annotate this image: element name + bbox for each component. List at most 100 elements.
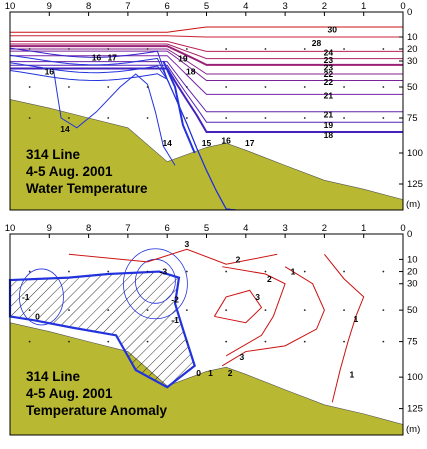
- contour-label: 2: [267, 274, 272, 284]
- x-tick-label: 1: [361, 1, 366, 12]
- x-tick-label: 7: [125, 1, 130, 12]
- contour-label: 2: [236, 254, 241, 264]
- station-dot: [225, 48, 228, 50]
- station-dot: [185, 340, 188, 343]
- contour-label: 2: [228, 368, 233, 378]
- contour-line-21: [10, 55, 403, 95]
- contour-line-23: [10, 45, 403, 66]
- y-tick-label: 20: [407, 44, 418, 55]
- cold-anomaly-ring: [123, 248, 188, 320]
- station-dot: [107, 86, 110, 88]
- station-dot: [303, 340, 306, 343]
- station-dot: [107, 48, 110, 50]
- station-dot: [303, 86, 306, 88]
- station-dot: [146, 340, 149, 343]
- x-tick-label: 1: [361, 223, 366, 234]
- contour-label: -1: [22, 292, 30, 302]
- x-tick-label: 6: [165, 1, 170, 12]
- x-tick-label: 7: [125, 223, 130, 234]
- station-dot: [68, 340, 70, 343]
- station-dot: [382, 48, 385, 50]
- station-dot: [28, 86, 31, 88]
- contour-label: -2: [171, 295, 179, 305]
- panel-title-line-2: 4-5 Aug. 2001: [26, 386, 113, 401]
- anomaly-contours: [8, 248, 365, 403]
- contour-label: 17: [107, 52, 117, 62]
- contour-line-22: [10, 48, 403, 75]
- contour-label: 3: [255, 292, 260, 302]
- station-dot: [343, 48, 345, 50]
- contour-line-28: [10, 35, 403, 38]
- x-tick-label: 2: [322, 223, 327, 234]
- station-dot: [185, 86, 188, 88]
- station-dot: [185, 48, 188, 50]
- y-unit-label: (m): [406, 424, 420, 435]
- contour-label: 30: [328, 25, 338, 35]
- station-dot: [68, 86, 70, 88]
- station-dot: [303, 270, 306, 273]
- x-tick-labels: 10 9 8 7 6 5 4 3 2 1 0: [5, 223, 406, 238]
- x-tick-label: 10: [5, 223, 16, 234]
- station-dot: [146, 48, 149, 50]
- plot-frame: [9, 11, 404, 211]
- station-dot: [382, 309, 385, 312]
- panel-title-line-3: Temperature Anomaly: [26, 403, 168, 418]
- contour-label: 23: [324, 55, 334, 65]
- station-dot: [382, 270, 385, 273]
- panel-title-line-1: 314 Line: [26, 147, 81, 162]
- station-dot: [225, 117, 228, 119]
- contour-label: 1: [353, 314, 358, 324]
- station-dot: [185, 309, 188, 312]
- contour-label: 1: [350, 369, 355, 379]
- station-dot: [343, 309, 345, 312]
- station-dot: [28, 309, 31, 312]
- station-dot: [68, 309, 70, 312]
- station-dot: [343, 86, 345, 88]
- y-tick-label: 125: [407, 179, 423, 190]
- station-dot: [28, 117, 31, 119]
- station-dot: [225, 309, 228, 312]
- cold-anomaly-ring: [19, 268, 64, 326]
- y-tick-label: 10: [407, 32, 418, 43]
- contour-label: 16: [45, 66, 55, 76]
- x-tick-labels: 10 9 8 7 6 5 4 3 2 1 0: [5, 1, 406, 16]
- contour-label: 19: [178, 54, 188, 64]
- station-dot: [28, 270, 31, 273]
- y-tick-label: 10: [407, 254, 418, 265]
- temperature-contours: [9, 26, 403, 211]
- contour-label: 14: [162, 138, 172, 148]
- contour-line-21: [10, 61, 403, 113]
- contour-line-14-core: [52, 67, 176, 166]
- plot-frame: [9, 233, 404, 436]
- contour-label: 1: [208, 368, 213, 378]
- contour-label: 3: [240, 352, 245, 362]
- station-dot: [264, 48, 267, 50]
- station-dot: [28, 48, 31, 50]
- x-tick-label: 4: [243, 1, 248, 12]
- x-tick-label: 8: [86, 223, 91, 234]
- negative-anomaly-region: [8, 270, 196, 389]
- contour-label: 17: [245, 138, 255, 148]
- station-markers: [28, 48, 385, 119]
- station-dot: [225, 340, 228, 343]
- contour-label: 3: [184, 239, 189, 249]
- station-dot: [264, 270, 267, 273]
- station-dot: [225, 86, 228, 88]
- x-tick-label: 0: [400, 1, 405, 12]
- station-dot: [68, 48, 70, 50]
- contour-label: -3: [159, 267, 167, 277]
- x-tick-label: 2: [322, 1, 327, 12]
- contour-label: 23: [324, 63, 334, 73]
- x-tick-label: 5: [204, 1, 209, 12]
- station-dot: [382, 86, 385, 88]
- contour-label: 28: [312, 38, 322, 48]
- contour-label: 0: [196, 368, 201, 378]
- y-tick-label: 30: [407, 56, 418, 67]
- x-tick-label: 3: [282, 1, 287, 12]
